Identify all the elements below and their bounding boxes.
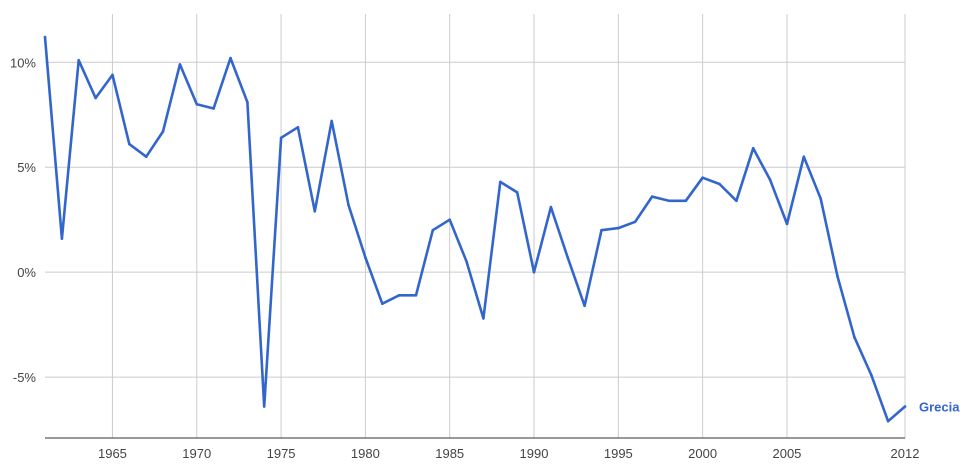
data-point [684, 199, 688, 203]
data-point [313, 210, 317, 213]
x-tick-label: 2012 [891, 446, 920, 461]
data-point [600, 228, 603, 232]
data-point [482, 317, 485, 320]
data-point [43, 35, 47, 39]
series-labels: Grecia [919, 400, 960, 415]
data-point [111, 73, 114, 77]
x-tick-label: 2000 [688, 446, 717, 461]
x-tick-label: 2005 [772, 446, 801, 461]
vertical-gridlines [111, 14, 906, 438]
data-point [431, 228, 435, 232]
data-point [178, 63, 182, 66]
data-point [701, 176, 704, 179]
data-point [667, 199, 671, 203]
data-point [60, 237, 64, 240]
data-point [212, 107, 215, 110]
data-point [650, 195, 654, 198]
data-point [246, 100, 249, 104]
data-point [515, 191, 519, 194]
data-point [144, 155, 148, 158]
x-tick-label: 1970 [182, 446, 211, 461]
data-point [397, 294, 401, 297]
data-point [229, 56, 232, 60]
data-point [566, 256, 569, 259]
x-tick-label: 1990 [520, 446, 549, 461]
series-line-grecia [43, 35, 907, 423]
data-point [785, 222, 789, 226]
y-axis-tick-labels: 10% 5% 0% -5% [10, 55, 36, 385]
data-point [735, 199, 738, 203]
data-point [617, 226, 620, 230]
data-point [77, 58, 80, 62]
data-point [819, 197, 822, 200]
x-tick-label: 1975 [267, 446, 296, 461]
y-tick-label: 0% [17, 265, 36, 280]
data-point [836, 275, 839, 278]
data-point [802, 155, 806, 158]
data-point [279, 136, 283, 140]
x-tick-label: 1980 [351, 446, 380, 461]
x-tick-label: 1965 [98, 446, 127, 461]
data-point [870, 373, 873, 377]
data-point [448, 218, 452, 221]
series-label: Grecia [919, 400, 960, 415]
data-point [296, 126, 300, 129]
data-point [465, 260, 468, 264]
series-layer [43, 35, 907, 423]
data-point [161, 130, 165, 133]
y-tick-label: 5% [17, 160, 36, 175]
data-point [381, 302, 384, 306]
x-axis-tick-labels: 1965 1970 1975 1980 1985 1990 1995 2000 2005 2012 [98, 446, 919, 461]
x-tick-label: 1995 [604, 446, 633, 461]
data-point [128, 142, 131, 146]
horizontal-gridlines [45, 61, 905, 378]
data-point [751, 147, 755, 150]
data-point [886, 419, 890, 423]
data-point [768, 178, 772, 182]
y-tick-label: 10% [10, 55, 36, 70]
data-point [414, 294, 418, 297]
data-point [94, 96, 97, 100]
data-point [903, 405, 907, 408]
data-point [499, 180, 502, 184]
x-tick-label: 1985 [435, 446, 464, 461]
data-point [633, 220, 637, 224]
y-tick-label: -5% [13, 370, 37, 385]
data-point [262, 405, 266, 408]
data-point [364, 256, 367, 259]
data-point [330, 119, 334, 123]
data-point [347, 203, 350, 207]
data-point [718, 182, 721, 186]
data-point [195, 103, 199, 106]
data-point [853, 335, 856, 339]
data-point [549, 205, 553, 209]
data-point [583, 304, 586, 308]
data-point [532, 270, 536, 274]
